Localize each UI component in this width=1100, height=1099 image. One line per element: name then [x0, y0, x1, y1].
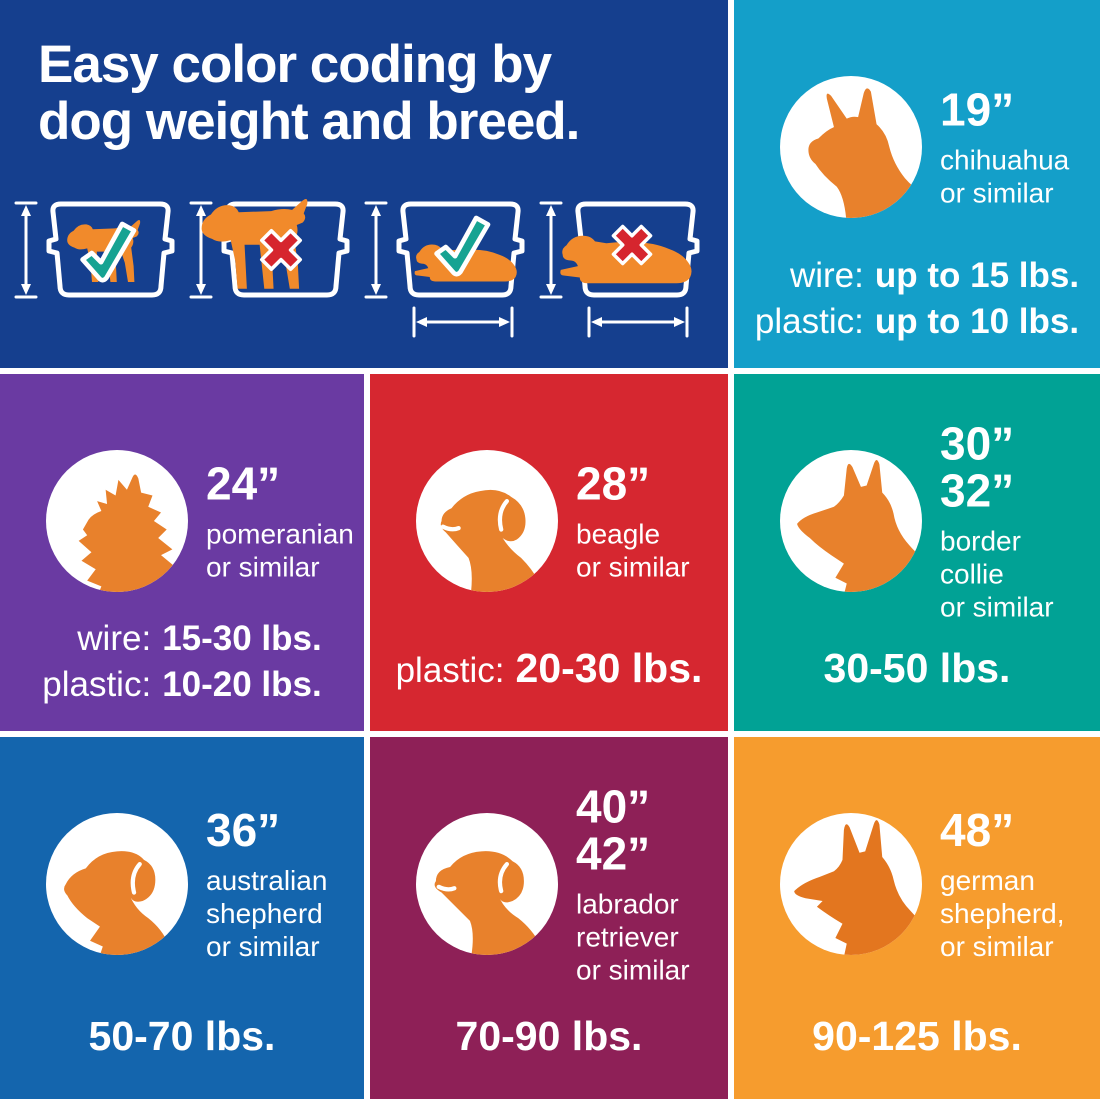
weight-specs: wire: up to 15 lbs. plastic: up to 10 lb…: [734, 253, 1100, 344]
breed-line: or similar: [940, 177, 1054, 209]
weight-label: plastic:: [42, 664, 152, 704]
crate-size-label: 48”: [940, 804, 1015, 856]
weight-label: wire:: [789, 256, 864, 295]
crate-lying-dog-too-big-x-icon: [539, 201, 700, 338]
panel-pomeranian: 24” pomeranian or similar wire: 15-30 lb…: [0, 374, 364, 731]
crate-size-label: 40” 42”: [576, 780, 690, 880]
weight-label: plastic:: [754, 301, 864, 341]
size-line: 40”: [576, 780, 651, 833]
breed-line: pomeranian: [206, 518, 354, 550]
weight-value: up to 15 lbs.: [874, 256, 1080, 295]
breed-line: beagle: [576, 518, 661, 550]
weight-specs: 90-125 lbs.: [734, 1010, 1100, 1063]
crate-lying-dog-fits-check-icon: [364, 201, 525, 338]
border-collie-head-icon: [780, 450, 922, 592]
breed-label: border collie or similar: [940, 524, 1054, 623]
crate-size-label: 24”: [206, 457, 281, 510]
crate-size-label: 36”: [206, 804, 281, 856]
size-line: 32”: [940, 464, 1015, 517]
weight-value: up to 10 lbs.: [874, 301, 1080, 341]
size-line: 30”: [940, 417, 1015, 470]
breed-line: collie: [940, 558, 1004, 590]
german-shepherd-head-icon: [780, 813, 922, 955]
weight-value: 70-90 lbs.: [455, 1012, 643, 1059]
breed-line: shepherd: [206, 897, 323, 929]
breed-line: or similar: [940, 591, 1054, 623]
breed-label: german shepherd, or similar: [940, 864, 1065, 963]
weight-specs: plastic: 20-30 lbs.: [370, 642, 728, 695]
panel-labrador-retriever: 40” 42” labrador retriever or similar 70…: [370, 737, 728, 1099]
panel-border-collie: 30” 32” border collie or similar 30-50 l…: [734, 374, 1100, 731]
breed-line: or similar: [576, 954, 690, 986]
chihuahua-head-icon: [780, 76, 922, 218]
breed-line: retriever: [576, 921, 679, 953]
weight-label: wire:: [77, 619, 152, 658]
breed-line: shepherd,: [940, 897, 1065, 929]
weight-value: 50-70 lbs.: [88, 1012, 276, 1059]
weight-value: 15-30 lbs.: [162, 619, 322, 658]
crate-standing-dog-fits-check-icon: [14, 201, 175, 299]
australian-shepherd-head-icon: [46, 813, 188, 955]
breed-line: or similar: [206, 930, 320, 962]
panel-german-shepherd: 48” german shepherd, or similar 90-125 l…: [734, 737, 1100, 1099]
crate-size-label: 30” 32”: [940, 417, 1054, 517]
breed-line: australian: [206, 864, 328, 896]
breed-line: chihuahua: [940, 144, 1070, 176]
breed-line: german: [940, 864, 1035, 896]
weight-value: 90-125 lbs.: [812, 1012, 1022, 1059]
header-panel: Easy color coding by dog weight and bree…: [0, 0, 728, 368]
weight-value: 30-50 lbs.: [823, 644, 1011, 691]
size-line: 42”: [576, 827, 651, 880]
crate-fit-illustrations: [12, 190, 718, 345]
weight-value: 20-30 lbs.: [515, 644, 703, 691]
beagle-head-icon: [416, 450, 558, 592]
weight-specs: 30-50 lbs.: [734, 642, 1100, 695]
panel-australian-shepherd: 36” australian shepherd or similar 50-70…: [0, 737, 364, 1099]
weight-specs: 70-90 lbs.: [370, 1010, 728, 1063]
breed-line: or similar: [206, 551, 320, 583]
crate-size-label: 19”: [940, 83, 1015, 136]
breed-line: labrador: [576, 888, 679, 920]
breed-label: labrador retriever or similar: [576, 887, 690, 986]
weight-specs: 50-70 lbs.: [0, 1010, 364, 1063]
breed-label: australian shepherd or similar: [206, 864, 327, 963]
labrador-retriever-head-icon: [416, 813, 558, 955]
breed-line: or similar: [576, 551, 690, 583]
weight-value: 10-20 lbs.: [162, 664, 322, 704]
weight-label: plastic:: [395, 650, 505, 690]
title-line-1: Easy color coding by: [38, 35, 552, 94]
page-title: Easy color coding by dog weight and bree…: [38, 35, 728, 152]
pomeranian-head-icon: [46, 450, 188, 592]
crate-size-label: 28”: [576, 457, 651, 510]
breed-line: or similar: [940, 930, 1054, 962]
breed-line: border: [940, 525, 1021, 557]
breed-label: chihuahua or similar: [940, 143, 1069, 209]
weight-specs: wire: 15-30 lbs. plastic: 10-20 lbs.: [0, 616, 364, 707]
panel-beagle: 28” beagle or similar plastic: 20-30 lbs…: [370, 374, 728, 731]
breed-label: beagle or similar: [576, 517, 690, 583]
breed-label: pomeranian or similar: [206, 517, 354, 583]
crate-standing-dog-too-big-x-icon: [189, 198, 350, 299]
title-line-2: dog weight and breed.: [38, 92, 580, 152]
panel-chihuahua: 19” chihuahua or similar wire: up to 15 …: [734, 0, 1100, 368]
